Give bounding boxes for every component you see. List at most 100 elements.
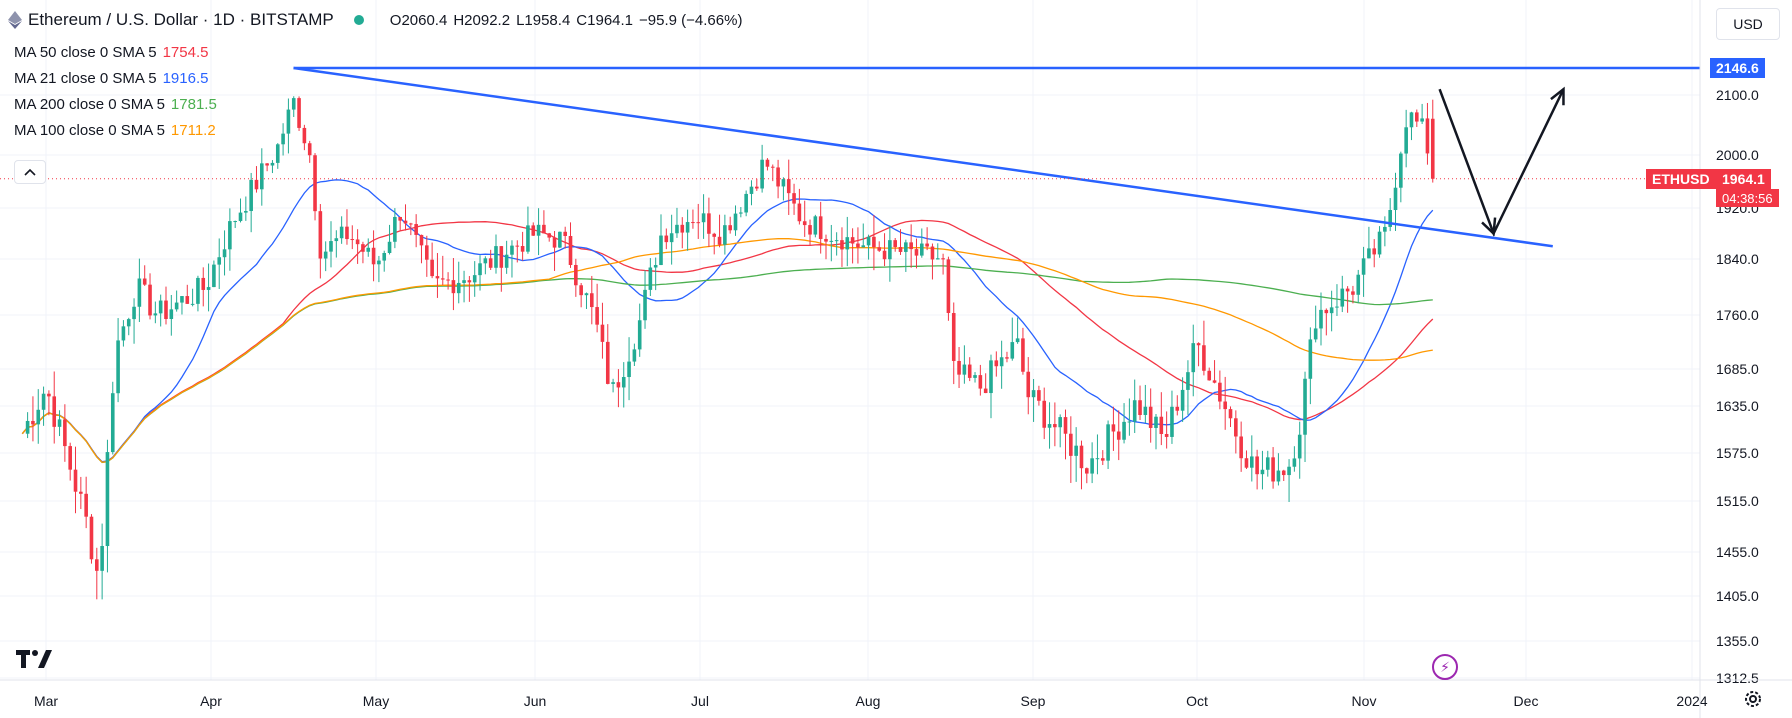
candle [1122,403,1126,444]
candle [802,200,807,237]
candle [1340,275,1345,313]
candle [595,283,599,333]
candle [403,204,408,231]
candle [568,222,573,268]
candle [158,294,163,327]
candle [307,140,312,163]
candle [1361,246,1366,297]
candle [31,396,35,442]
candle [1250,435,1254,482]
candle [781,177,786,201]
indicator-legend-row[interactable]: MA 21 close 0 SMA 5 1916.5 [14,70,208,87]
candle [1223,376,1227,430]
candle [222,230,227,276]
candle [1063,409,1068,460]
candle [536,208,541,256]
candle [201,267,206,307]
candle [531,222,536,236]
candle [877,241,882,253]
candle [978,364,983,396]
candle [100,523,104,600]
indicator-legend-row[interactable]: MA 100 close 0 SMA 5 1711.2 [14,122,216,139]
candle [739,207,743,218]
candle [1095,434,1100,475]
candle [616,369,621,408]
candle [792,183,796,215]
candle [999,340,1004,389]
candle [648,258,653,296]
ohlc-key: L [516,11,525,29]
ohlc-value: 2092.2 [464,11,511,29]
candle [41,386,46,426]
candle [590,275,594,325]
candle [1372,239,1377,268]
indicator-legend-row[interactable]: MA 200 close 0 SMA 5 1781.5 [14,96,217,113]
candle [701,194,706,239]
y-tick-label: 1575.0 [1716,445,1759,461]
tradingview-logo[interactable] [16,646,54,677]
candle [1186,360,1190,415]
candle [1143,384,1148,423]
collapse-legend-button[interactable] [14,160,46,184]
candle [409,222,413,236]
candle [425,235,429,277]
candle [382,250,387,272]
drawings [0,66,1700,248]
descending-trendline [293,66,1553,248]
candle [797,188,802,225]
gear-icon[interactable] [1742,688,1764,716]
candle [675,207,679,238]
candle [435,253,440,298]
chart-legend-header: Ethereum / U.S. Dollar · 1D · BITSTAMP O… [8,10,748,30]
x-tick-label: Mar [34,693,58,709]
indicator-label: MA 100 close 0 SMA 5 [14,122,165,139]
candle [845,216,850,267]
candle [856,227,860,264]
candle [318,204,323,279]
y-tick-label: 1840.0 [1716,251,1759,267]
candle [1276,453,1281,486]
candle [1292,446,1297,472]
candle [850,228,855,264]
candle [621,362,626,408]
symbol-tag: ETHUSD [1646,169,1716,189]
candle [653,257,658,291]
candle [1287,459,1291,503]
candle [872,214,876,271]
candle [1159,392,1164,446]
candle [1106,420,1110,469]
indicator-label: MA 50 close 0 SMA 5 [14,44,157,61]
indicator-legend-row[interactable]: MA 50 close 0 SMA 5 1754.5 [14,44,208,61]
x-tick-label: Oct [1186,693,1208,709]
candle [1132,379,1137,433]
symbol-title[interactable]: Ethereum / U.S. Dollar · 1D · BITSTAMP [28,10,334,29]
candle [1356,269,1361,303]
candle [1074,427,1078,482]
candle [888,225,892,282]
candle [467,276,472,302]
x-tick-label: Jun [524,693,547,709]
candle [345,209,349,245]
candle [116,318,120,403]
candle [366,238,371,257]
candle [291,96,296,117]
candle [691,209,695,229]
candle [1191,324,1196,397]
candle [898,229,903,255]
candle [1239,421,1243,472]
lightning-icon[interactable]: ⚡ [1432,654,1458,680]
moving-average-line [21,265,1433,464]
resistance-price-tag: 2146.6 [1710,58,1765,78]
candle [377,255,381,283]
currency-button[interactable]: USD [1716,8,1780,40]
tradingview-logo-icon [16,650,52,668]
candle [419,234,424,264]
candle [1415,109,1419,127]
y-tick-label: 1685.0 [1716,361,1759,377]
candle [951,302,956,385]
candle [967,357,972,382]
y-tick-label: 1455.0 [1716,544,1759,560]
candle [1058,414,1062,448]
